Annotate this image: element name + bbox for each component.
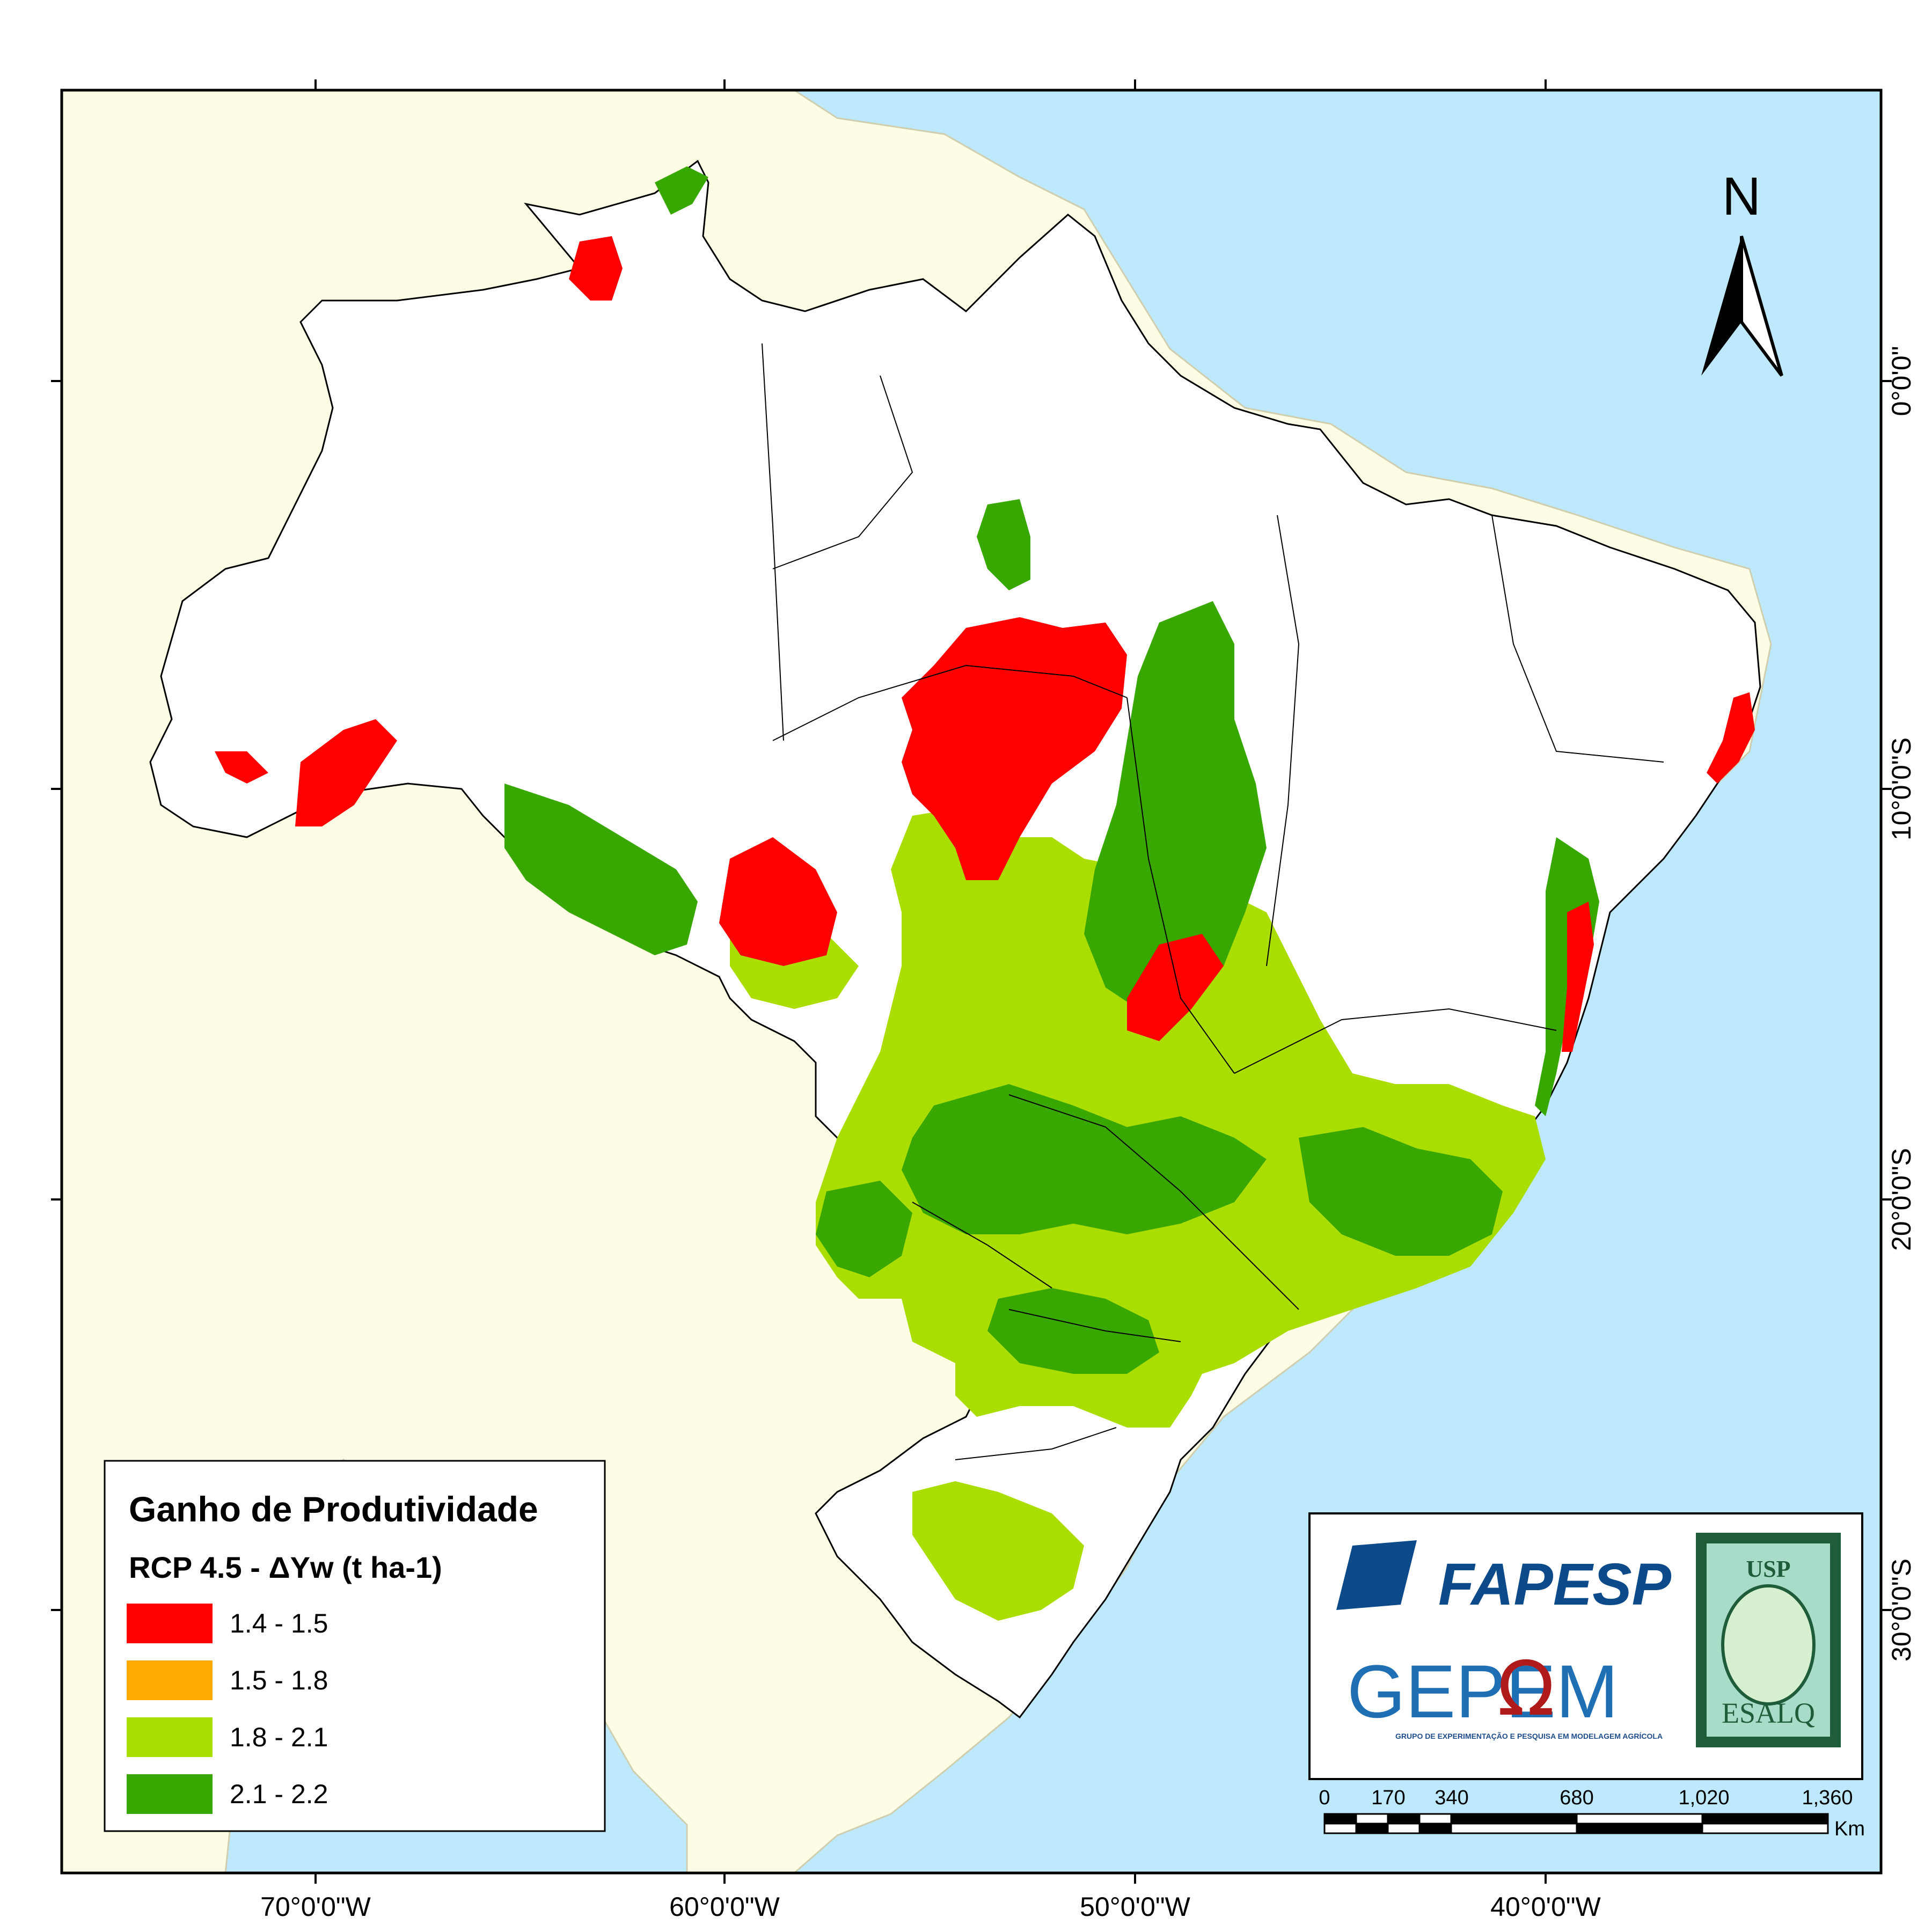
scale-unit: Km — [1834, 1818, 1865, 1840]
legend-box — [104, 1460, 606, 1832]
class-1-4-1-5-acre-west — [215, 751, 268, 784]
lat-label-0: 0°0'0" — [1886, 346, 1916, 416]
north-arrow-right-half — [1740, 236, 1783, 377]
usp-logo-text: USP — [1746, 1556, 1790, 1582]
lon-label-70w: 70°0'0"W — [260, 1892, 371, 1922]
class-1-4-1-5-coast-northeast — [1707, 692, 1755, 784]
north-arrow: N — [1701, 166, 1783, 377]
class-1-4-1-5-rondonia — [719, 837, 837, 966]
productivity-raster — [215, 166, 1755, 1621]
class-2-1-2-2-para-north — [977, 499, 1030, 590]
esalq-logo-text: ESALQ — [1722, 1697, 1815, 1729]
scale-label-170: 170 — [1371, 1787, 1405, 1809]
legend-label-4: 2.1 - 2.2 — [230, 1779, 328, 1809]
class-2-1-2-2-roraima — [655, 166, 708, 215]
class-1-4-1-5-roraima — [569, 236, 623, 301]
latitude-labels: 0°0'0" 10°0'0"S 20°0'0"S 30°0'0"S — [1886, 346, 1916, 1662]
esalq-logo: USP ESALQ — [1696, 1533, 1841, 1747]
fapesp-flag-mark — [1336, 1540, 1417, 1610]
lat-label-20s: 20°0'0"S — [1886, 1148, 1916, 1251]
class-1-4-1-5-acre — [295, 719, 397, 826]
scale-label-1360: 1,360 — [1802, 1787, 1853, 1809]
legend-title: Ganho de Produtividade — [129, 1489, 538, 1529]
legend-swatch-1 — [127, 1604, 213, 1643]
class-2-1-2-2-mato-grosso-sul — [816, 1181, 912, 1277]
legend-swatch-4 — [127, 1774, 213, 1814]
scale-label-1020: 1,020 — [1678, 1787, 1729, 1809]
lat-label-10s: 10°0'0"S — [1886, 737, 1916, 840]
class-2-1-2-2-goias — [902, 1084, 1267, 1234]
north-arrow-label: N — [1722, 166, 1761, 226]
north-arrow-left-half — [1701, 236, 1741, 376]
scale-bar-segments — [1323, 1813, 1829, 1834]
class-1-8-2-1-south — [912, 1481, 1084, 1621]
gepema-logo-text: GEPEM — [1347, 1649, 1619, 1733]
lon-label-50w: 50°0'0"W — [1080, 1892, 1191, 1922]
legend-label-1: 1.4 - 1.5 — [230, 1608, 328, 1638]
legend-swatch-2 — [127, 1660, 213, 1700]
class-2-1-2-2-tocantins — [1084, 601, 1267, 1009]
gepema-omega-mark: Ω — [1497, 1645, 1555, 1733]
class-2-1-2-2-minas-gerais — [1299, 1127, 1503, 1256]
class-2-1-2-2-parana — [987, 1288, 1159, 1374]
fapesp-logo: FAPESP — [1336, 1540, 1672, 1618]
scale-label-680: 680 — [1560, 1787, 1593, 1809]
class-1-4-1-5-tocantins-south — [1127, 934, 1224, 1041]
gepema-logo: GEPEM Ω GRUPO DE EXPERIMENTAÇÃO E PESQUI… — [1347, 1645, 1663, 1740]
state-borders — [762, 343, 1664, 1460]
lon-label-40w: 40°0'0"W — [1490, 1892, 1601, 1922]
legend-label-3: 1.8 - 2.1 — [230, 1722, 328, 1752]
scale-label-340: 340 — [1435, 1787, 1468, 1809]
legend-swatch-3 — [127, 1717, 213, 1757]
class-1-4-1-5-coast-bahia — [1562, 902, 1594, 1052]
map-body — [62, 90, 1881, 1873]
class-2-1-2-2-acre-rondonia — [504, 784, 698, 955]
scale-label-0: 0 — [1319, 1787, 1330, 1809]
graticule-ticks — [51, 79, 1892, 1884]
lon-label-60w: 60°0'0"W — [669, 1892, 780, 1922]
fapesp-logo-text: FAPESP — [1438, 1552, 1672, 1618]
lat-label-30s: 30°0'0"S — [1886, 1558, 1916, 1662]
esalq-seal-figure — [1721, 1584, 1816, 1706]
class-1-4-1-5-para — [902, 617, 1127, 880]
scale-bar: 0 170 340 680 1,020 1,360 Km — [1319, 1787, 1865, 1840]
map-frame — [60, 89, 1883, 1875]
legend-label-2: 1.5 - 1.8 — [230, 1665, 328, 1695]
logo-panel: FAPESP GEPEM Ω GRUPO DE EXPERIMENTAÇÃO E… — [1308, 1512, 1863, 1780]
gepema-subtitle: GRUPO DE EXPERIMENTAÇÃO E PESQUISA EM MO… — [1395, 1731, 1663, 1740]
longitude-labels: 70°0'0"W 60°0'0"W 50°0'0"W 40°0'0"W — [260, 1892, 1601, 1922]
legend: Ganho de Produtividade RCP 4.5 - ΔYw (t … — [104, 1460, 606, 1832]
legend-subtitle: RCP 4.5 - ΔYw (t ha-1) — [129, 1550, 442, 1584]
